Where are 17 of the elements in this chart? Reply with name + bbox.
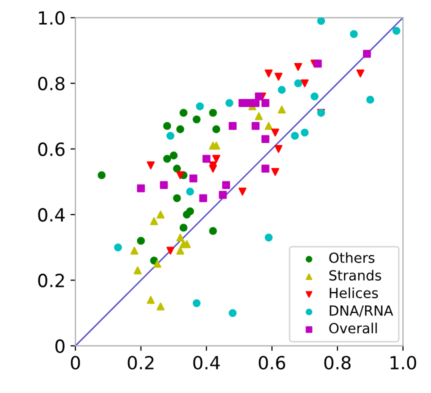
y-tick-label: 0.4 bbox=[38, 208, 65, 222]
legend-label: Overall bbox=[329, 322, 377, 334]
x-tick-label: 1.0 bbox=[390, 356, 416, 370]
x-tick-label: 0 bbox=[70, 356, 80, 370]
y-tick-label: 0.2 bbox=[38, 274, 64, 288]
legend-label: Helices bbox=[330, 287, 378, 298]
x-tick-label: 0.4 bbox=[193, 356, 220, 370]
x-tick-label: 0.8 bbox=[324, 356, 351, 370]
y-tick-label: 0.8 bbox=[38, 76, 64, 90]
legend-label: DNA/RNA bbox=[330, 305, 394, 317]
y-tick-label: 1.0 bbox=[38, 11, 65, 25]
x-tick-label: 0.2 bbox=[128, 356, 154, 370]
legend-label: Others bbox=[329, 252, 374, 263]
legend-label: Strands bbox=[329, 270, 382, 281]
y-tick-label: 0 bbox=[55, 339, 65, 353]
y-tick-label: 0.6 bbox=[38, 142, 65, 156]
x-tick-label: 0.6 bbox=[258, 356, 286, 370]
